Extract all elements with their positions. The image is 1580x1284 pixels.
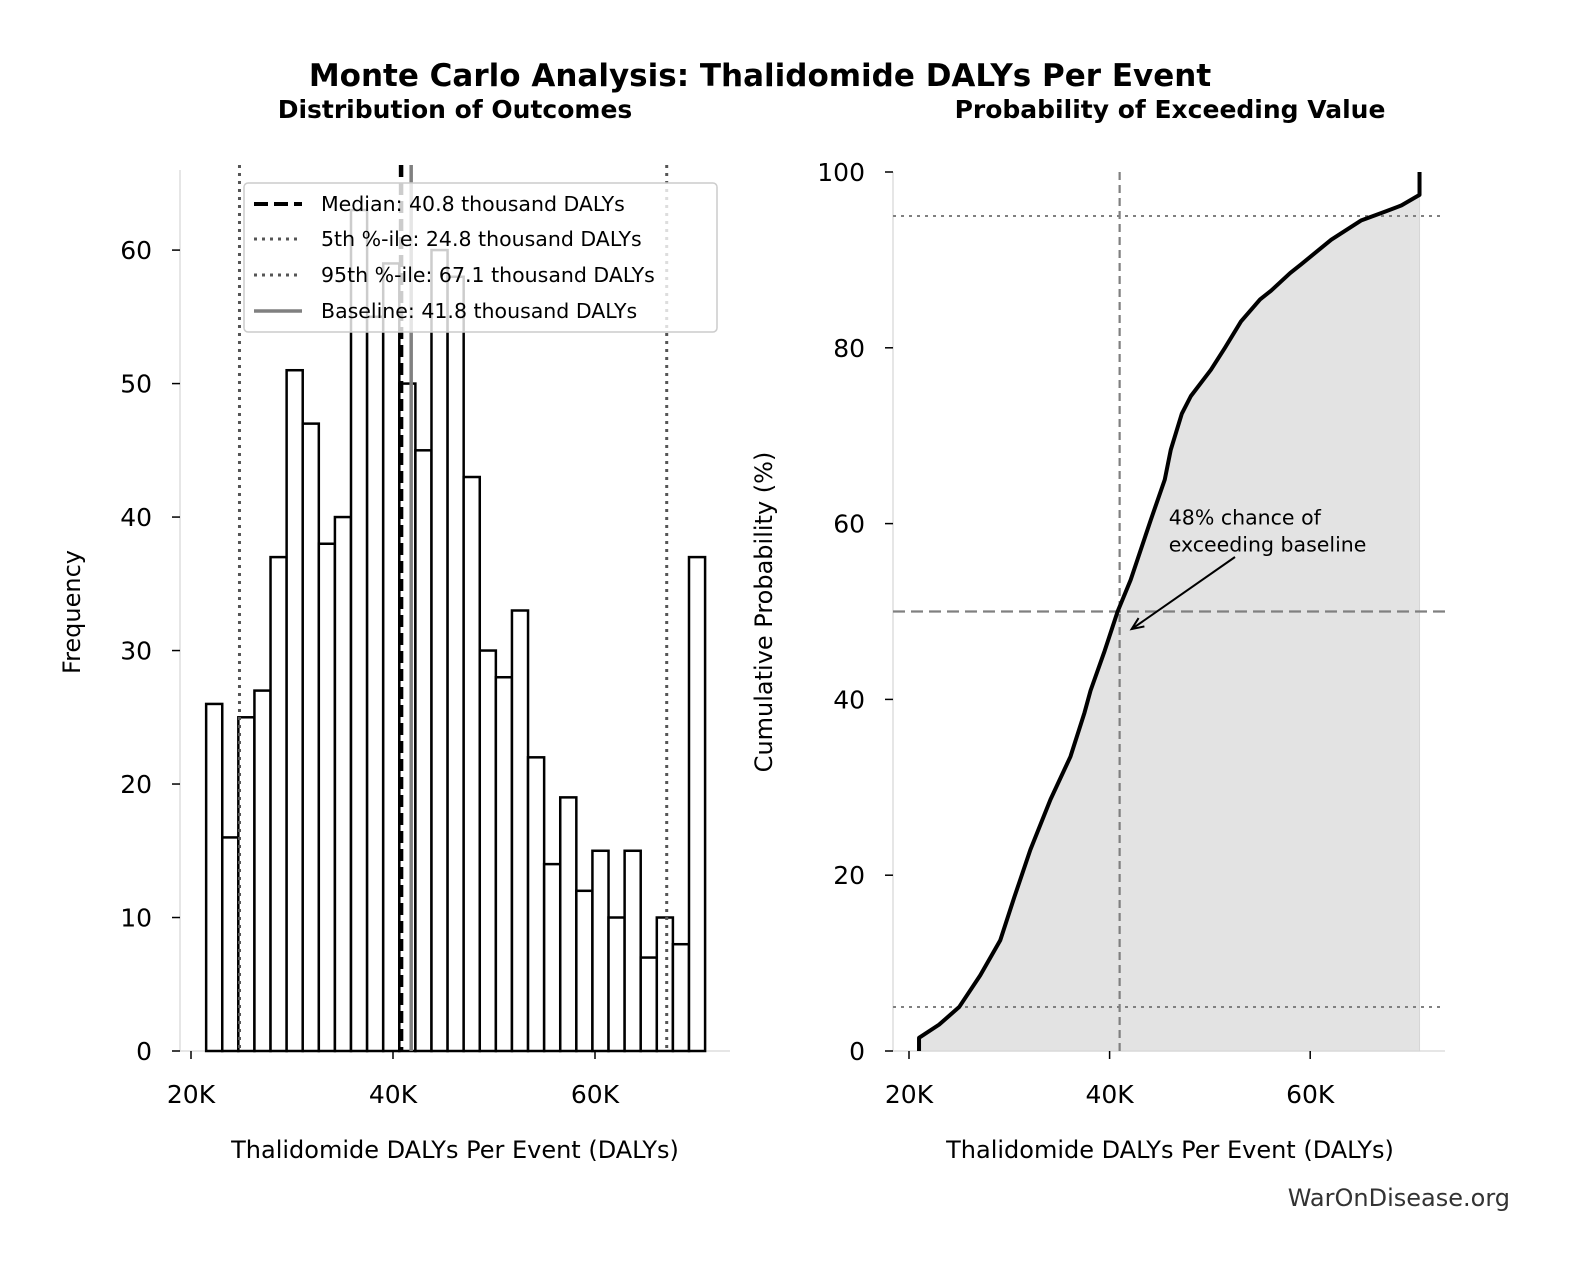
- y-tick-label: 40: [120, 503, 152, 532]
- histogram-bar: [285, 368, 304, 1053]
- histogram-bar: [381, 262, 401, 1053]
- annotation-arrowhead: [1129, 617, 1145, 631]
- histogram-bar: [623, 849, 642, 1053]
- y-tick-label: 0: [136, 1037, 152, 1066]
- left-x-axis-label: Thalidomide DALYs Per Event (DALYs): [230, 1136, 679, 1164]
- histogram-bar: [365, 315, 385, 1053]
- histogram-bar: [333, 515, 353, 1053]
- figure-title: Monte Carlo Analysis: Thalidomide DALYs …: [309, 58, 1212, 94]
- y-tick-label: 20: [120, 770, 152, 799]
- histogram-bar: [446, 275, 465, 1053]
- right-subtitle: Probability of Exceeding Value: [955, 95, 1386, 124]
- legend-baseline: Baseline: 41.8 thousand DALYs: [321, 299, 637, 323]
- annotation-arrow: [1131, 556, 1236, 630]
- histogram-bar: [269, 555, 288, 1053]
- y-tick-label: 10: [120, 904, 152, 933]
- annotation-line-2: exceeding baseline: [1169, 533, 1367, 557]
- histogram-bar: [317, 542, 337, 1053]
- legend-median: Median: 40.8 thousand DALYs: [321, 192, 625, 216]
- histogram-bar: [526, 756, 546, 1053]
- right-x-axis-label: Thalidomide DALYs Per Event (DALYs): [945, 1136, 1394, 1164]
- x-tick-label: 60K: [1286, 1080, 1335, 1109]
- histogram-bar: [655, 916, 675, 1053]
- histogram-bar: [510, 609, 530, 1053]
- x-tick-label: 40K: [369, 1080, 418, 1109]
- histogram-bar: [301, 422, 321, 1053]
- annotation-line-1: 48% chance of: [1169, 506, 1322, 530]
- legend-p95: 95th %-ile: 67.1 thousand DALYs: [321, 263, 655, 287]
- y-tick-label: 60: [120, 236, 152, 265]
- histogram-bar: [478, 649, 498, 1053]
- y-tick-label: 100: [817, 158, 865, 187]
- y-tick-label: 60: [833, 510, 865, 539]
- y-tick-label: 40: [833, 685, 865, 714]
- x-tick-label: 60K: [571, 1080, 620, 1109]
- left-subtitle: Distribution of Outcomes: [278, 95, 633, 124]
- histogram-bar: [639, 956, 659, 1053]
- y-tick-label: 50: [120, 370, 152, 399]
- y-tick-label: 0: [849, 1037, 865, 1066]
- legend: Median: 40.8 thousand DALYs 5th %-ile: 2…: [243, 182, 718, 333]
- credit: WarOnDisease.org: [1288, 1184, 1510, 1212]
- x-tick-label: 20K: [885, 1080, 934, 1109]
- histogram-bar: [349, 208, 369, 1053]
- y-tick-label: 80: [833, 334, 865, 363]
- histogram-bar: [204, 702, 224, 1053]
- left-y-axis-label: Frequency: [58, 550, 86, 674]
- histogram-bar: [607, 916, 626, 1053]
- cdf-panel: 20K 40K 60K 0 20 40 60 80 100: [817, 158, 1445, 1109]
- y-tick-label: 20: [833, 861, 865, 890]
- x-tick-label: 40K: [1085, 1080, 1134, 1109]
- histogram-bar: [253, 689, 272, 1053]
- x-tick-label: 20K: [167, 1080, 216, 1109]
- cdf-line: [917, 172, 1422, 1051]
- histogram-bar: [220, 836, 240, 1053]
- histogram-bar: [687, 555, 707, 1053]
- histogram-panel: 20K 40K 60K 0 10 20 30 40 50 60: [120, 165, 730, 1109]
- y-tick-label: 30: [120, 637, 152, 666]
- histogram-bar: [575, 889, 594, 1053]
- histogram-bar: [462, 475, 482, 1053]
- right-y-axis-label: Cumulative Probability (%): [750, 452, 778, 773]
- legend-p5: 5th %-ile: 24.8 thousand DALYs: [321, 227, 642, 251]
- histogram-bar: [558, 796, 578, 1053]
- histogram-bar: [414, 449, 433, 1053]
- histogram-bar: [671, 942, 691, 1053]
- histogram-bar: [542, 862, 562, 1053]
- histogram-bar: [591, 849, 610, 1053]
- histogram-bar: [494, 675, 514, 1053]
- histogram-bar: [430, 248, 449, 1053]
